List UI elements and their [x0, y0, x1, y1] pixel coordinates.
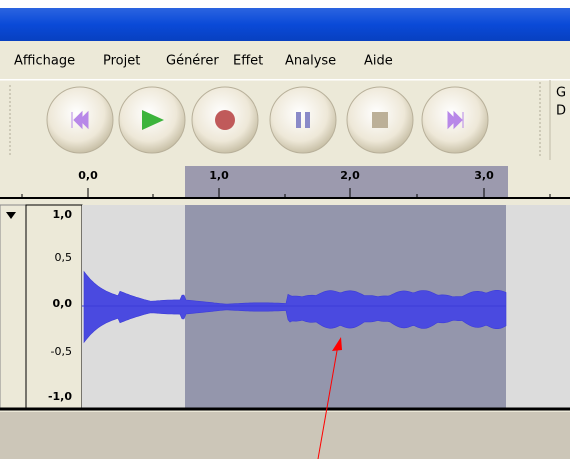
- meter-label: D: [556, 104, 566, 119]
- ruler-label: 3,0: [474, 169, 494, 182]
- scale-label: 0,5: [55, 251, 73, 264]
- empty-area: [0, 412, 570, 459]
- transport-buttons: [46, 86, 489, 154]
- menu-item[interactable]: Analyse: [285, 54, 336, 69]
- skip-end-icon: [447, 110, 464, 130]
- meter-labels: GD: [556, 86, 566, 119]
- waveform: [83, 270, 507, 344]
- track-scale: [25, 204, 83, 409]
- menu-item[interactable]: Aide: [364, 54, 393, 69]
- menu: Affichage Projet Générer Effet Analyse Aide: [14, 54, 393, 69]
- scale-label: -0,5: [51, 345, 72, 358]
- scale-labels: 1,0 0,5 0,0 -0,5 -1,0: [48, 208, 72, 403]
- menu-bar: [0, 41, 570, 79]
- ruler-labels: 0,0 1,0 2,0 3,0: [78, 169, 494, 182]
- annotation-arrowhead: [332, 337, 342, 351]
- menu-item[interactable]: Affichage: [14, 54, 75, 69]
- ruler-selection: [185, 166, 508, 198]
- menu-item[interactable]: Projet: [103, 54, 140, 69]
- title-bar: [0, 8, 570, 41]
- scale-label: -1,0: [48, 390, 72, 403]
- meter-label: G: [556, 86, 566, 101]
- track-menu-arrow[interactable]: [6, 212, 16, 219]
- stop-icon: [372, 112, 388, 128]
- skip-start-icon: [71, 110, 89, 130]
- track-panel: [0, 204, 27, 409]
- scale-label: 1,0: [53, 208, 73, 221]
- pause-icon: [296, 112, 310, 128]
- menu-item[interactable]: Effet: [233, 54, 263, 69]
- ruler-ticks: [21, 188, 551, 198]
- play-icon: [142, 110, 164, 130]
- menu-item[interactable]: Générer: [166, 54, 219, 69]
- ruler-label: 1,0: [209, 169, 229, 182]
- pause-button[interactable]: [269, 86, 337, 154]
- record-icon: [215, 110, 235, 130]
- annotation-arrow: [317, 344, 339, 460]
- scale-label: 0,0: [53, 297, 73, 310]
- ruler-label: 0,0: [78, 169, 98, 182]
- ruler-label: 2,0: [340, 169, 360, 182]
